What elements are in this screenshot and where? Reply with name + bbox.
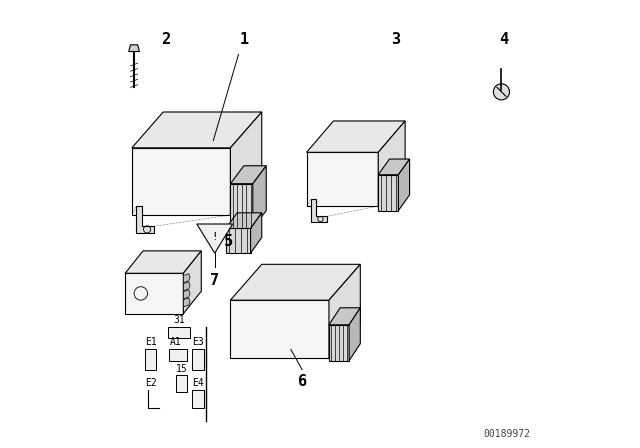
Polygon shape (253, 166, 266, 228)
Polygon shape (329, 308, 360, 325)
Text: !: ! (211, 233, 218, 242)
Bar (145, 349, 157, 370)
Polygon shape (230, 264, 360, 300)
Polygon shape (184, 251, 202, 314)
Polygon shape (251, 213, 262, 253)
Polygon shape (307, 121, 405, 152)
Polygon shape (311, 199, 327, 222)
Text: 2: 2 (161, 32, 170, 47)
Polygon shape (125, 251, 202, 273)
Polygon shape (230, 166, 266, 184)
Polygon shape (184, 298, 190, 307)
Text: 5: 5 (223, 234, 233, 249)
Text: E2: E2 (145, 378, 157, 388)
Polygon shape (230, 112, 262, 215)
Text: 1: 1 (239, 32, 248, 47)
Polygon shape (378, 121, 405, 206)
Polygon shape (378, 175, 398, 211)
Text: E4: E4 (192, 378, 204, 388)
Text: 31: 31 (173, 315, 185, 325)
Text: 4: 4 (499, 32, 508, 47)
Bar (192, 349, 204, 370)
Text: 00189972: 00189972 (484, 429, 531, 439)
Text: 3: 3 (392, 32, 401, 47)
Polygon shape (132, 148, 230, 215)
Bar (168, 327, 190, 338)
Polygon shape (125, 273, 184, 314)
Polygon shape (230, 184, 253, 228)
Polygon shape (398, 159, 410, 211)
Polygon shape (184, 282, 190, 291)
Bar (192, 390, 204, 408)
Polygon shape (378, 159, 410, 175)
Bar (176, 375, 187, 392)
Text: 15: 15 (176, 364, 188, 374)
Polygon shape (226, 228, 251, 253)
Text: 7: 7 (210, 273, 220, 288)
Polygon shape (129, 45, 140, 52)
Text: A1: A1 (170, 337, 182, 347)
Polygon shape (307, 152, 378, 206)
Polygon shape (349, 308, 360, 361)
Text: E3: E3 (192, 337, 204, 347)
Polygon shape (226, 213, 262, 228)
Polygon shape (230, 300, 329, 358)
Text: 6: 6 (298, 374, 307, 389)
Polygon shape (329, 325, 349, 361)
Circle shape (493, 84, 509, 100)
Polygon shape (197, 224, 233, 253)
Polygon shape (184, 290, 190, 299)
Polygon shape (132, 112, 262, 148)
Circle shape (134, 287, 148, 300)
Bar (169, 349, 187, 361)
Text: E1: E1 (145, 337, 157, 347)
Polygon shape (184, 274, 190, 283)
Polygon shape (136, 206, 154, 233)
Polygon shape (329, 264, 360, 358)
